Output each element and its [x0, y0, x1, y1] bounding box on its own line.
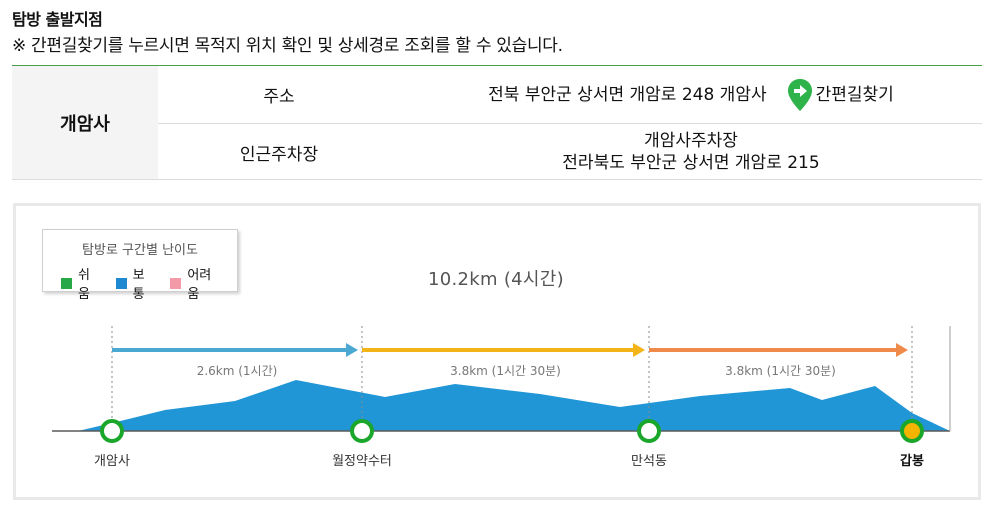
segment-label: 3.8km (1시간 30분) — [450, 364, 561, 378]
legend-label-hard: 어려움 — [187, 268, 212, 302]
stop-marker — [637, 419, 661, 443]
segment-arrowhead — [896, 343, 908, 357]
legend-label-normal: 보통 — [132, 268, 145, 302]
legend-swatch-hard — [170, 277, 182, 289]
segment-label: 3.8km (1시간 30분) — [725, 364, 836, 378]
address-label: 주소 — [263, 87, 295, 107]
section-heading: 탐방 출발지점 — [12, 10, 103, 29]
route-panel — [13, 203, 981, 500]
difficulty-legend: 탐방로 구간별 난이도 쉬움 보통 어려움 — [42, 229, 238, 302]
stop-label: 월정약수터 — [332, 454, 392, 469]
directions-link[interactable]: 간편길찾기 — [787, 78, 894, 112]
stop-label: 만석동 — [631, 454, 667, 469]
parking-name: 개암사주차장 — [644, 131, 738, 151]
terrain-profile — [78, 380, 950, 431]
stop-label: 갑봉 — [900, 453, 924, 469]
notice-text: ※ 간편길찾기를 누르시면 목적지 위치 확인 및 상세경로 조회를 할 수 있… — [12, 36, 563, 56]
parking-value: 개암사주차장 전라북도 부안군 상서면 개암로 215 — [400, 124, 982, 180]
address-text: 전북 부안군 상서면 개암로 248 개암사 — [488, 84, 767, 105]
legend-swatch-easy — [61, 277, 72, 289]
parking-address: 전라북도 부안군 상서면 개암로 215 — [562, 153, 820, 173]
segment-arrowhead — [633, 343, 645, 357]
stop-marker — [900, 419, 924, 443]
legend-title: 탐방로 구간별 난이도 — [82, 243, 198, 258]
place-name: 개암사 — [12, 66, 158, 180]
directions-link-label: 간편길찾기 — [815, 84, 894, 105]
legend-swatch-normal — [115, 277, 127, 289]
legend-item-hard: 어려움 — [170, 264, 223, 302]
legend-label-easy: 쉬움 — [77, 268, 90, 302]
stop-marker — [100, 419, 124, 443]
stop-marker — [350, 419, 374, 443]
segment-label: 2.6km (1시간) — [197, 364, 278, 378]
table-bottom-border — [12, 179, 982, 180]
parking-label: 인근주차장 — [239, 144, 319, 165]
directions-pin-icon — [787, 78, 812, 111]
segment-arrowhead — [346, 343, 358, 357]
trailhead-table: 개암사 주소 전북 부안군 상서면 개암로 248 개암사 간편길찾기 인근주차… — [12, 65, 982, 180]
address-value: 전북 부안군 상서면 개암로 248 개암사 간편길찾기 — [400, 66, 982, 123]
total-distance: 10.2km (4시간) — [428, 269, 564, 290]
row-divider — [158, 123, 982, 124]
legend-item-easy: 쉬움 — [61, 264, 102, 302]
stop-label: 개암사 — [94, 454, 130, 469]
legend-items: 쉬움 보통 어려움 — [61, 264, 237, 302]
legend-item-normal: 보통 — [115, 264, 157, 302]
